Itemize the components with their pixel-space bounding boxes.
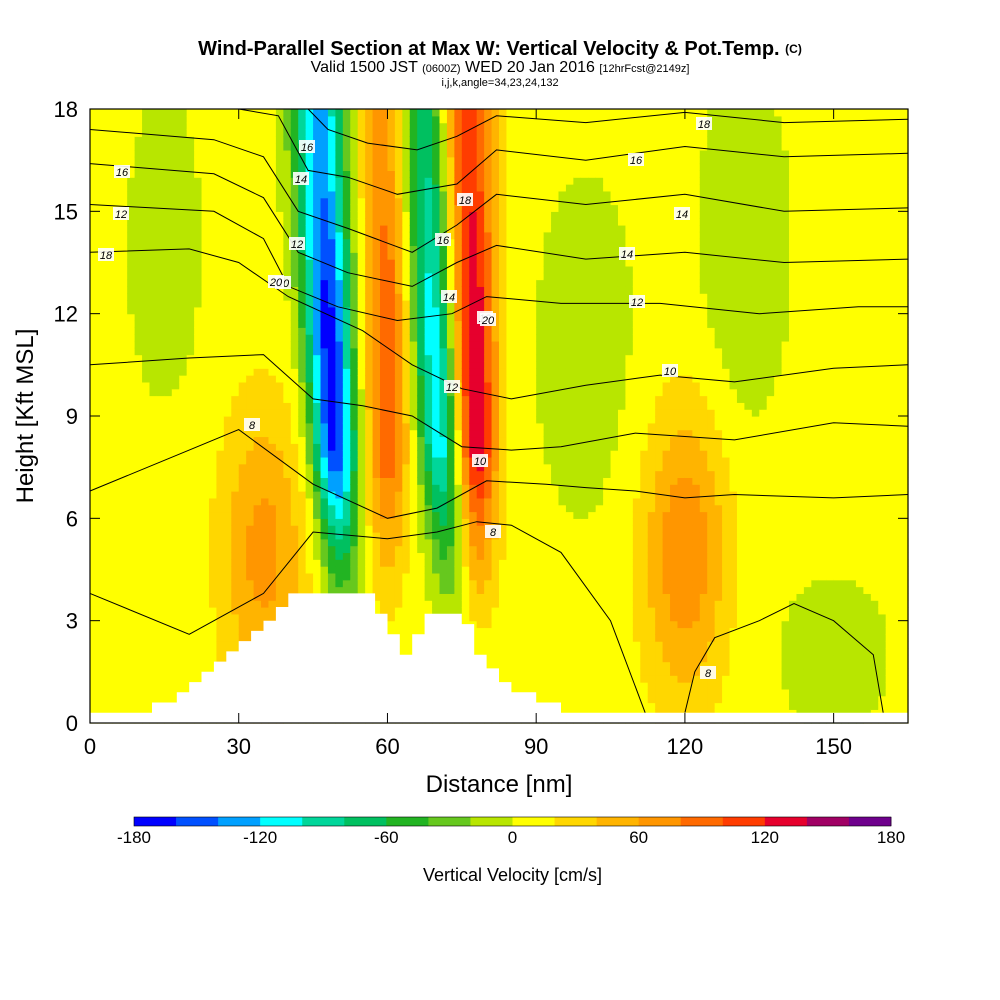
colorbar-bin [596, 817, 640, 826]
colorbar: -180 -120 -60 0 60 120 180 Vertical Velocity [c… [117, 816, 905, 885]
y-tick-label: 15 [54, 199, 78, 224]
chart-header: Wind-Parallel Section at Max W: Vertical… [0, 38, 1000, 89]
isentrope-line [89, 248, 909, 400]
valid-utc: (0600Z) [422, 63, 461, 75]
contour-label: 14 [674, 207, 690, 221]
x-axis-label: Distance [nm] [426, 771, 573, 798]
velocity-field [90, 109, 909, 724]
isentrope-line [684, 603, 884, 713]
contour-label: 18 [457, 193, 473, 207]
contour-label: 14 [441, 290, 457, 304]
isentrope-line [89, 429, 909, 519]
x-tick-label: 120 [667, 734, 704, 759]
colorbar-bin [764, 817, 808, 826]
isentrope-line [89, 163, 909, 287]
x-tick-label: 0 [84, 734, 96, 759]
colorbar-bin [176, 817, 219, 826]
colorbar-bin [848, 817, 892, 826]
x-tick-label: 150 [815, 734, 852, 759]
colorbar-tick-label: 120 [751, 828, 779, 847]
y-tick-label: 9 [66, 404, 78, 429]
colorbar-bin [806, 817, 850, 826]
colorbar-bin [554, 817, 598, 826]
contour-label: 14 [293, 172, 309, 186]
isentrope-line [89, 521, 646, 713]
colorbar-bin [218, 817, 261, 826]
colorbar-bin [260, 817, 303, 826]
x-tick-label: 90 [524, 734, 548, 759]
chart-title-text: Wind-Parallel Section at Max W: Vertical… [198, 38, 780, 60]
contour-label: 10 [662, 364, 678, 378]
x-tick-label: 60 [375, 734, 399, 759]
contour-label: 20 [268, 275, 284, 289]
y-tick-label: 18 [54, 97, 78, 122]
contour-labels: 8881010101212121212141414141616161618181… [98, 117, 716, 680]
colorbar-tick-label: -120 [243, 828, 277, 847]
contour-label: 14 [619, 247, 635, 261]
contour-label: 12 [444, 380, 460, 394]
isentrope-line [89, 129, 909, 253]
chart-title: Wind-Parallel Section at Max W: Vertical… [0, 38, 1000, 60]
x-tick-label: 30 [226, 734, 250, 759]
contour-label: 16 [435, 233, 451, 247]
contour-label: 12 [289, 237, 305, 251]
contour-label: 8 [485, 525, 501, 539]
y-tick-label: 0 [66, 711, 78, 736]
contour-label: 12 [113, 207, 129, 221]
colorbar-tick-label: 180 [877, 828, 905, 847]
y-tick-label: 6 [66, 506, 78, 531]
colorbar-bin [680, 817, 724, 826]
contour-label: 10 [472, 454, 488, 468]
contour-label: 16 [628, 153, 644, 167]
colorbar-tick-label: -180 [117, 828, 151, 847]
contour-label: 12 [629, 295, 645, 309]
colorbar-bin [428, 817, 471, 826]
isentrope-line [89, 204, 908, 322]
copyright-mark: (C) [785, 42, 802, 56]
axes: 0 30 60 90 120 150 0 3 6 9 12 15 18 [54, 97, 908, 759]
colorbar-bin [512, 817, 555, 826]
y-tick-label: 12 [54, 302, 78, 327]
contour-label: 20 [480, 313, 496, 327]
contour-label: 18 [98, 248, 114, 262]
colorbar-bin [344, 817, 387, 826]
contour-label: 16 [114, 165, 130, 179]
colorbar-bin [302, 817, 345, 826]
isentrope-line [307, 108, 909, 151]
colorbar-tick-label: -60 [374, 828, 399, 847]
isentrope-line [89, 354, 909, 451]
valid-date: WED 20 Jan 2016 [465, 59, 595, 76]
y-tick-label: 3 [66, 609, 78, 634]
isentrope-line [238, 108, 909, 195]
colorbar-bin [722, 817, 766, 826]
colorbar-bin [470, 817, 513, 826]
colorbar-bin [134, 817, 177, 826]
contour-label: 18 [696, 117, 712, 131]
colorbar-label: Vertical Velocity [cm/s] [423, 865, 602, 885]
colorbar-bin [386, 817, 429, 826]
colorbar-tick-label: 0 [508, 828, 517, 847]
contour-label: 8 [700, 666, 716, 680]
contour-label: 16 [299, 140, 315, 154]
contour-label: 8 [244, 418, 260, 432]
grid-indices: i,j,k,angle=34,23,24,132 [441, 77, 559, 89]
chart-subtitle: Valid 1500 JST (0600Z) WED 20 Jan 2016 [… [0, 60, 1000, 77]
terrain [90, 593, 908, 723]
y-axis-label: Height [Kft MSL] [12, 329, 39, 504]
valid-time: Valid 1500 JST [310, 59, 418, 76]
forecast-info: [12hrFcst@2149z] [599, 63, 690, 75]
colorbar-frame [133, 816, 892, 827]
colorbar-bin [638, 817, 682, 826]
colorbar-tick-label: 60 [629, 828, 648, 847]
isentropes [89, 108, 909, 713]
